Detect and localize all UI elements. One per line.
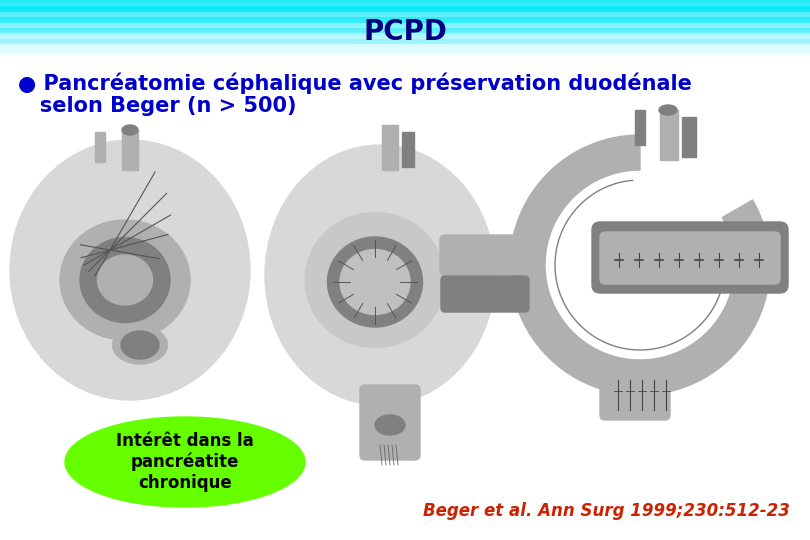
Bar	[0, 47, 810, 48]
Ellipse shape	[659, 105, 677, 115]
Bar	[95, 132, 105, 162]
Text: selon Beger (n > 500): selon Beger (n > 500)	[18, 96, 296, 116]
Text: ● Pancréatomie céphalique avec préservation duodénale: ● Pancréatomie céphalique avec préservat…	[18, 72, 692, 93]
Bar	[0, 10, 810, 11]
Ellipse shape	[327, 237, 423, 327]
Bar	[0, 29, 810, 31]
Bar	[0, 25, 810, 26]
Bar	[0, 50, 810, 51]
Bar	[0, 0, 810, 2]
Bar	[0, 42, 810, 44]
FancyBboxPatch shape	[360, 385, 420, 460]
Ellipse shape	[60, 220, 190, 340]
Bar	[0, 11, 810, 12]
Bar	[0, 5, 810, 7]
Bar	[0, 44, 810, 45]
Bar	[0, 26, 810, 28]
Bar	[0, 20, 810, 22]
Bar	[0, 36, 810, 37]
Text: Intérêt dans la
pancréatite
chronique: Intérêt dans la pancréatite chronique	[116, 432, 254, 492]
Bar	[0, 54, 810, 56]
Bar	[0, 14, 810, 15]
Ellipse shape	[305, 213, 445, 348]
Bar	[402, 132, 414, 167]
Ellipse shape	[121, 331, 159, 359]
Bar	[0, 21, 810, 23]
Bar	[0, 4, 810, 5]
Bar	[0, 16, 810, 17]
Bar	[0, 51, 810, 53]
Bar	[0, 50, 810, 52]
Bar	[0, 8, 810, 9]
Ellipse shape	[375, 415, 405, 435]
Bar	[0, 53, 810, 55]
Polygon shape	[510, 135, 770, 395]
FancyBboxPatch shape	[600, 232, 780, 284]
Bar	[0, 41, 810, 43]
Bar	[0, 4, 810, 6]
Bar	[0, 37, 810, 38]
Bar	[0, 48, 810, 49]
Bar	[0, 33, 810, 35]
Ellipse shape	[340, 249, 410, 314]
Bar	[0, 38, 810, 40]
Text: Beger et al. Ann Surg 1999;230:512-23: Beger et al. Ann Surg 1999;230:512-23	[423, 502, 790, 520]
Bar	[0, 39, 810, 41]
Bar	[0, 34, 810, 35]
Bar	[0, 6, 810, 8]
Ellipse shape	[97, 255, 152, 305]
Ellipse shape	[65, 417, 305, 507]
Text: PCPD: PCPD	[363, 18, 447, 46]
Bar	[0, 45, 810, 46]
Bar	[0, 26, 810, 27]
Bar	[0, 29, 810, 30]
Bar	[0, 13, 810, 14]
Bar	[0, 1, 810, 2]
Bar	[0, 19, 810, 21]
Bar	[0, 8, 810, 10]
Ellipse shape	[80, 238, 170, 322]
Bar	[0, 17, 810, 18]
Bar	[0, 49, 810, 50]
Bar	[0, 2, 810, 3]
Bar	[0, 30, 810, 32]
Bar	[0, 17, 810, 19]
Bar	[0, 32, 810, 33]
Bar	[0, 28, 810, 29]
Bar	[0, 46, 810, 47]
Bar	[0, 40, 810, 42]
Bar	[0, 15, 810, 16]
Bar	[0, 38, 810, 39]
Bar	[0, 24, 810, 25]
FancyBboxPatch shape	[592, 222, 788, 293]
Ellipse shape	[122, 125, 138, 135]
Ellipse shape	[265, 145, 495, 405]
Bar	[0, 9, 810, 11]
Ellipse shape	[10, 140, 250, 400]
Bar	[0, 23, 810, 24]
Bar	[682, 117, 696, 157]
FancyBboxPatch shape	[440, 235, 530, 275]
Bar	[0, 52, 810, 53]
Bar	[635, 110, 645, 145]
Bar	[0, 43, 810, 44]
FancyBboxPatch shape	[441, 276, 529, 312]
FancyBboxPatch shape	[600, 370, 670, 420]
Bar	[0, 3, 810, 4]
Bar	[0, 12, 810, 14]
Bar	[122, 130, 138, 170]
Bar	[0, 35, 810, 36]
Bar	[660, 110, 678, 160]
Bar	[0, 18, 810, 20]
Bar	[382, 125, 398, 170]
Bar	[0, 31, 810, 32]
Ellipse shape	[113, 326, 168, 364]
Bar	[0, 22, 810, 23]
